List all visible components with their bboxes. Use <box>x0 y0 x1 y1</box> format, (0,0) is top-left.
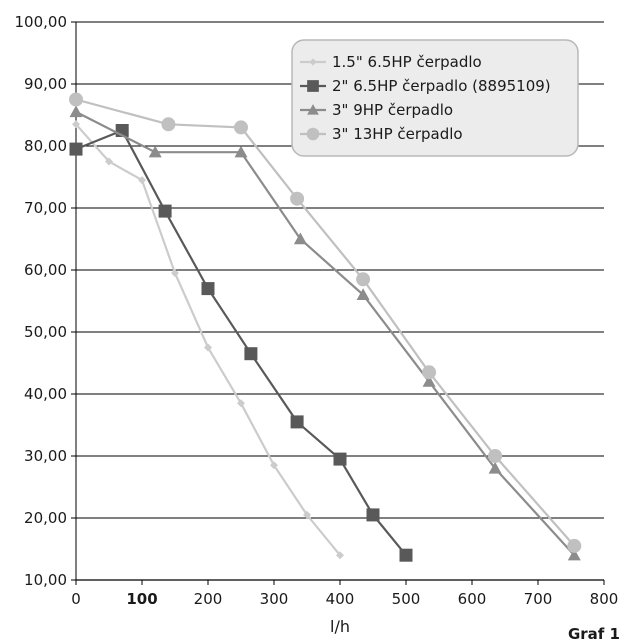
series-3 <box>69 105 581 561</box>
y-tick-label: 10,00 <box>24 571 67 589</box>
data-point <box>290 415 304 429</box>
x-tick-label: 300 <box>260 590 289 608</box>
series-line <box>75 129 407 556</box>
data-series <box>69 92 582 562</box>
x-tick-label: 500 <box>392 590 421 608</box>
data-point <box>333 452 347 466</box>
y-tick-label: 100,00 <box>15 13 68 31</box>
y-tick-label: 40,00 <box>24 385 67 403</box>
legend-marker <box>307 80 319 92</box>
data-point <box>356 272 371 287</box>
x-tick-labels: 0 100 200 300 400 500 600 700 800 <box>71 590 618 608</box>
data-point <box>204 343 212 352</box>
data-point <box>399 548 413 562</box>
data-point <box>488 461 502 474</box>
legend-entry: 2" 6.5HP čerpadlo (8895109) <box>300 77 551 95</box>
series-line <box>75 98 576 547</box>
legend-entry: 3" 9HP čerpadlo <box>300 101 453 119</box>
x-tick-label: 200 <box>194 590 223 608</box>
data-point <box>567 538 582 553</box>
data-point <box>303 510 311 519</box>
data-point <box>336 551 344 560</box>
data-point <box>69 142 83 156</box>
data-point <box>366 508 380 522</box>
x-tick-label: 400 <box>326 590 355 608</box>
legend-marker <box>306 127 320 141</box>
series-line <box>75 110 576 556</box>
data-point <box>201 282 215 296</box>
data-point <box>422 365 437 380</box>
legend-label: 3" 9HP čerpadlo <box>332 101 453 119</box>
legend-label: 1.5" 6.5HP čerpadlo <box>332 53 482 71</box>
y-tick-label: 30,00 <box>24 447 67 465</box>
y-tick-label: 80,00 <box>24 137 67 155</box>
data-point <box>148 145 162 158</box>
legend-entry: 3" 13HP čerpadlo <box>300 125 463 143</box>
data-point <box>567 548 581 561</box>
data-point <box>234 145 248 158</box>
legend-entry: 1.5" 6.5HP čerpadlo <box>300 53 482 71</box>
series-4 <box>69 92 582 553</box>
data-point <box>270 461 278 470</box>
legend-marker <box>309 58 317 66</box>
data-point <box>244 347 258 361</box>
y-tick-label: 50,00 <box>24 323 67 341</box>
data-point <box>69 105 83 118</box>
legend-label: 2" 6.5HP čerpadlo (8895109) <box>332 77 551 95</box>
data-point <box>138 176 146 185</box>
y-tick-label: 60,00 <box>24 261 67 279</box>
y-tick-label: 90,00 <box>24 75 67 93</box>
x-tick-label: 700 <box>524 590 553 608</box>
legend: 1.5" 6.5HP čerpadlo 2" 6.5HP čerpadlo (88… <box>291 39 579 157</box>
data-point <box>488 449 503 463</box>
data-point <box>69 92 83 107</box>
data-point <box>422 375 436 387</box>
data-point <box>237 399 245 408</box>
legend-marker <box>307 104 319 115</box>
y-tick-label: 70,00 <box>24 199 67 217</box>
figure-caption: Graf 1 <box>568 625 620 643</box>
data-point <box>356 288 370 300</box>
data-point <box>290 191 305 206</box>
legend-box <box>291 39 579 157</box>
data-point <box>293 232 307 245</box>
series-2 <box>69 124 413 562</box>
y-tick-label: 20,00 <box>24 509 67 527</box>
x-tick-label: 100 <box>126 590 157 608</box>
data-point <box>161 117 176 132</box>
y-tick-labels: 10,00 20,00 30,00 40,00 50,00 60,00 70,00 80,00… <box>15 13 68 589</box>
data-point <box>171 269 179 278</box>
data-point <box>105 157 113 166</box>
x-tick-label: 800 <box>590 590 619 608</box>
data-point <box>158 204 172 218</box>
x-axis-label: l/h <box>330 617 350 636</box>
series-1 <box>72 120 344 560</box>
legend-label: 3" 13HP čerpadlo <box>332 125 463 143</box>
data-point <box>234 120 248 135</box>
series-line <box>75 123 341 556</box>
x-tick-label: 600 <box>458 590 487 608</box>
data-point <box>72 120 80 129</box>
x-tick-label: 0 <box>71 590 81 608</box>
